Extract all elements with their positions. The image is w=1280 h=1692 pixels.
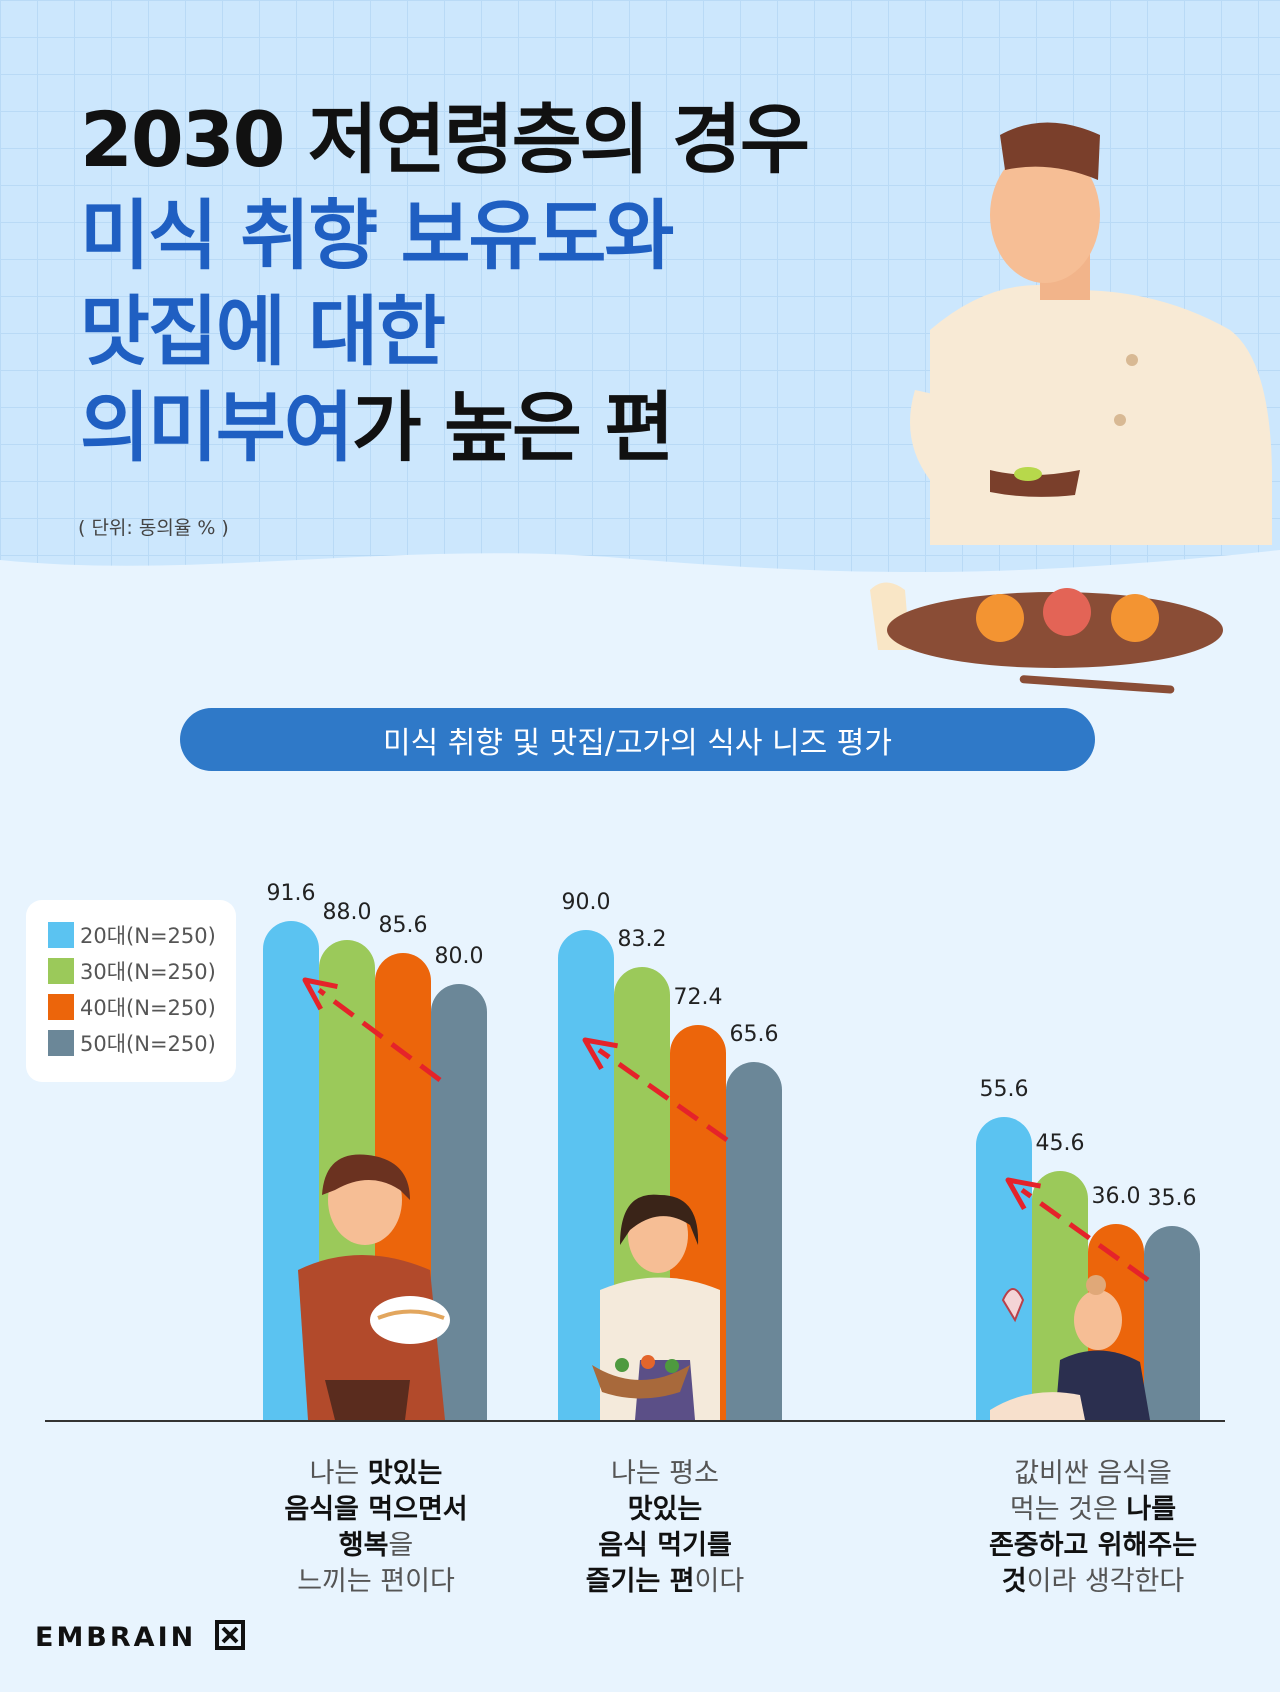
value-label-pricey-food-self-respect-50s: 35.6	[1147, 1185, 1197, 1211]
legend-swatch-40s	[48, 994, 74, 1020]
bar-pricey-food-self-respect-50s	[1144, 1225, 1200, 1420]
value-label-happy-eating-30s: 88.0	[322, 900, 372, 926]
trend-arrow-line-pricey-food-self-respect	[1020, 1187, 1150, 1283]
value-label-happy-eating-20s: 91.6	[266, 880, 316, 906]
trend-arrow-head-pricey-food-self-respect	[1005, 1177, 1042, 1211]
trend-arrow-head-enjoy-tasty-food	[582, 1037, 619, 1070]
value-label-enjoy-tasty-food-50s: 65.6	[729, 1022, 779, 1048]
chart-legend: 20대(N=250) 30대(N=250) 40대(N=250) 50대(N=2…	[26, 900, 236, 1082]
value-label-happy-eating-40s: 85.6	[378, 913, 428, 939]
section-label: 미식 취향 및 맛집/고가의 식사 니즈 평가	[180, 708, 1095, 771]
trend-arrow-line-happy-eating	[317, 987, 442, 1083]
value-label-pricey-food-self-respect-40s: 36.0	[1091, 1183, 1141, 1209]
legend-label-50s: 50대(N=250)	[80, 1032, 216, 1056]
category-caption-enjoy-tasty-food: 나는 평소 맛있는 음식 먹기를 즐기는 편이다	[585, 1458, 745, 1597]
legend-item-20s: 20대(N=250)	[48, 917, 236, 953]
page-title: 2030 저연령층의 경우 미식 취향 보유도와 맛집에 대한 의미부여가 높은…	[80, 92, 810, 476]
wave-divider	[0, 550, 1280, 610]
title-line-4-rest: 가 높은 편	[351, 383, 675, 472]
legend-label-40s: 40대(N=250)	[80, 996, 216, 1020]
value-label-enjoy-tasty-food-20s: 90.0	[561, 889, 611, 915]
category-caption-pricey-food-self-respect: 값비싼 음식을 먹는 것은 나를 존중하고 위해주는 것이라 생각한다	[988, 1458, 1198, 1597]
title-line-3: 맛집에 대한	[80, 287, 446, 376]
legend-item-30s: 30대(N=250)	[48, 953, 236, 989]
chef-illustration	[870, 122, 1272, 694]
legend-label-20s: 20대(N=250)	[80, 924, 216, 948]
value-label-enjoy-tasty-food-40s: 72.4	[673, 985, 723, 1011]
legend-item-50s: 50대(N=250)	[48, 1025, 236, 1061]
unit-note: ( 단위: 동의율 % )	[78, 517, 229, 539]
brand-logo: EMBRAIN	[35, 1620, 245, 1653]
title-line-1: 2030 저연령층의 경우	[80, 95, 810, 184]
title-line-2: 미식 취향 보유도와	[80, 191, 674, 280]
bar-pricey-food-self-respect-20s	[976, 1116, 1032, 1420]
value-label-enjoy-tasty-food-30s: 83.2	[617, 926, 667, 952]
category-caption-happy-eating: 나는 맛있는 음식을 먹으면서 행복을 느끼는 편이다	[284, 1458, 468, 1597]
legend-item-40s: 40대(N=250)	[48, 989, 236, 1025]
trend-arrow-line-enjoy-tasty-food	[597, 1047, 729, 1143]
legend-swatch-50s	[48, 1030, 74, 1056]
value-label-happy-eating-50s: 80.0	[434, 944, 484, 969]
brand-mark-icon	[214, 1620, 245, 1650]
bar-happy-eating-50s	[431, 984, 487, 1420]
x-axis-line	[45, 1420, 1225, 1422]
value-label-pricey-food-self-respect-30s: 45.6	[1035, 1131, 1085, 1157]
legend-swatch-20s	[48, 922, 74, 948]
legend-swatch-30s	[48, 958, 74, 984]
title-line-4-highlight: 의미부여	[80, 383, 354, 472]
brand-name: EMBRAIN	[35, 1622, 197, 1653]
legend-label-30s: 30대(N=250)	[80, 960, 216, 984]
value-label-pricey-food-self-respect-20s: 55.6	[979, 1076, 1029, 1102]
trend-arrow-head-happy-eating	[302, 977, 338, 1011]
bar-enjoy-tasty-food-50s	[726, 1062, 782, 1420]
